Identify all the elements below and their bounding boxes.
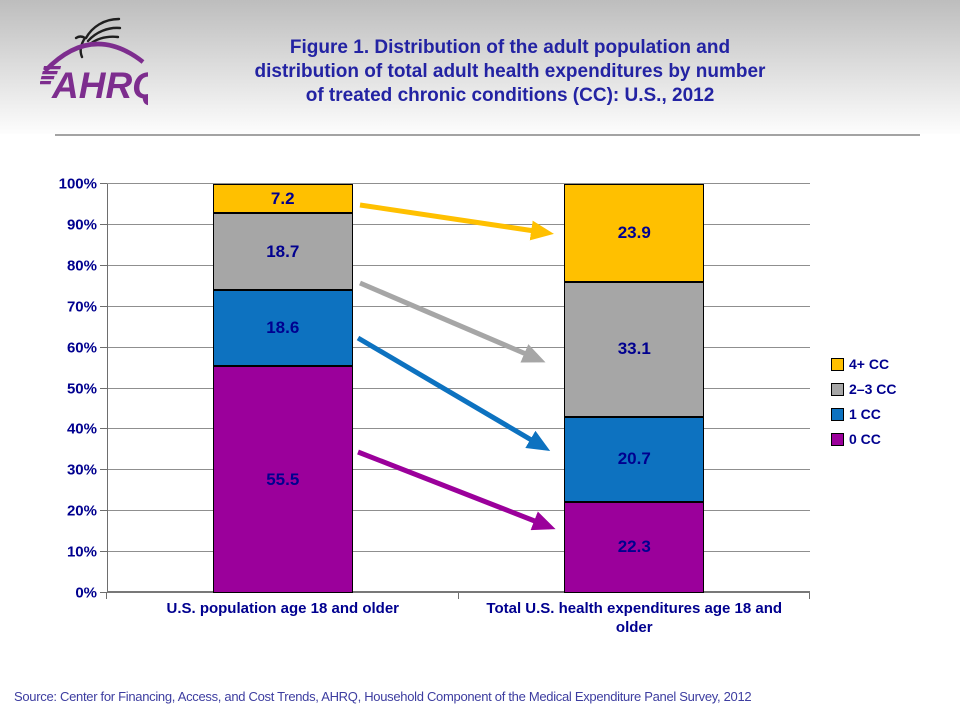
- segment-value-label: 22.3: [617, 537, 651, 557]
- legend-swatch: [831, 432, 844, 446]
- ahrq-logo: AHRQ: [40, 17, 148, 106]
- segment-value-label: 33.1: [617, 339, 651, 359]
- source-note: Source: Center for Financing, Access, an…: [14, 689, 752, 704]
- legend-swatch: [831, 407, 844, 421]
- gridline: [107, 183, 810, 184]
- bar-segment-4+-cc: 23.9: [564, 184, 705, 282]
- plot-area: 55.5 18.6 18.7 7.2 22.3 20.7 33.1 23.9: [100, 183, 810, 599]
- hhs-eagle-icon: [74, 17, 122, 59]
- legend-label: 1 CC: [849, 406, 881, 422]
- flow-arrow-0-cc: [357, 449, 556, 531]
- x-axis-line: [107, 591, 810, 593]
- y-tick-label: 60%: [66, 339, 97, 357]
- stacked-bar: 55.5 18.6 18.7 7.2: [212, 184, 353, 593]
- x-axis-labels: U.S. population age 18 and older Total U…: [107, 599, 810, 637]
- gridline: [107, 551, 810, 553]
- y-tick-label: 20%: [66, 502, 97, 520]
- segment-value-label: 20.7: [617, 449, 651, 469]
- x-axis-tick: [809, 593, 810, 599]
- legend-item: 1 CC: [831, 406, 896, 422]
- bar-segment-2–3-cc: 18.7: [212, 213, 353, 290]
- y-axis-tick: [100, 510, 107, 512]
- y-axis-tick: [100, 428, 107, 430]
- bar-segment-0-cc: 22.3: [564, 501, 705, 593]
- bar-segment-4+-cc: 7.2: [212, 184, 353, 214]
- segment-value-label: 18.6: [266, 317, 300, 337]
- y-tick-label: 80%: [66, 257, 97, 275]
- legend-item: 0 CC: [831, 431, 896, 447]
- bar-segment-0-cc: 55.5: [212, 366, 353, 593]
- y-tick-label: 50%: [66, 380, 97, 397]
- legend-label: 4+ CC: [849, 356, 890, 372]
- legend-item: 2–3 CC: [831, 381, 896, 397]
- y-axis-tick: [100, 346, 107, 348]
- segment-value-label: 23.9: [617, 222, 651, 242]
- legend: 4+ CC 2–3 CC 1 CC 0 CC: [831, 356, 896, 456]
- header-divider: [55, 134, 920, 136]
- y-tick-label: 10%: [66, 543, 97, 561]
- y-axis-tick: [100, 305, 107, 307]
- segment-value-label: 18.7: [266, 241, 300, 261]
- y-axis-tick: [100, 223, 107, 225]
- y-axis-tick: [100, 551, 107, 553]
- y-tick-label: 70%: [66, 298, 97, 316]
- bar-segment-1-cc: 18.6: [212, 289, 353, 367]
- category-label-population: U.S. population age 18 and older: [166, 600, 400, 617]
- header-band: AHRQ Figure 1. Distribution of the adult…: [0, 0, 960, 134]
- flow-arrow-4+-cc: [359, 202, 554, 241]
- legend-swatch: [831, 357, 844, 371]
- y-tick-label: 40%: [66, 420, 97, 438]
- segment-value-label: 7.2: [270, 188, 295, 208]
- y-axis-labels: 0% 10% 20% 30% 40% 50% 60% 70% 80% 90% 100%: [0, 176, 97, 602]
- legend-swatch: [831, 382, 844, 396]
- ahrq-logo-text: AHRQ: [51, 65, 148, 106]
- bar-segment-1-cc: 20.7: [564, 417, 705, 502]
- segment-value-label: 55.5: [266, 469, 300, 489]
- y-axis-tick: [100, 264, 107, 266]
- y-axis-tick: [100, 387, 107, 389]
- gridline: [107, 264, 810, 266]
- legend-item: 4+ CC: [831, 356, 896, 372]
- x-axis-tick: [457, 593, 459, 599]
- legend-label: 2–3 CC: [849, 381, 897, 397]
- ahrq-swoosh: [40, 41, 145, 85]
- category-label-expenditures: Total U.S. health expenditures age 18 an…: [486, 600, 783, 636]
- y-tick-label: 0%: [75, 584, 97, 602]
- legend-label: 0 CC: [849, 431, 881, 447]
- y-axis-line: [107, 184, 108, 593]
- figure-title: Figure 1. Distribution of the adult popu…: [254, 37, 766, 106]
- y-axis-tick: [100, 592, 107, 593]
- y-tick-label: 100%: [58, 175, 97, 193]
- x-axis-tick: [106, 593, 107, 599]
- y-tick-label: 30%: [66, 461, 97, 479]
- y-axis-tick: [100, 183, 107, 184]
- flow-arrow-1-cc: [356, 335, 551, 452]
- bar-segment-2–3-cc: 33.1: [564, 281, 705, 418]
- y-tick-label: 90%: [66, 216, 97, 234]
- y-axis-tick: [100, 469, 107, 471]
- flow-arrow-2–3-cc: [359, 280, 546, 363]
- stacked-bar: 22.3 20.7 33.1 23.9: [564, 184, 705, 593]
